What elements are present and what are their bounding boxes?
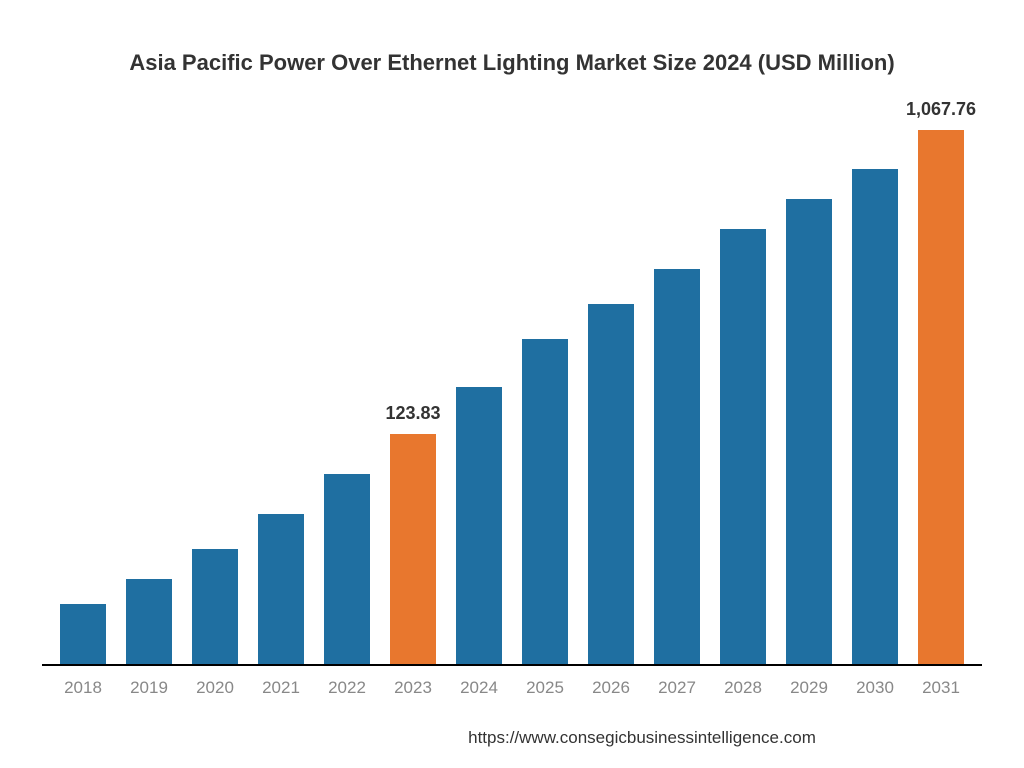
x-axis-label: 2022 bbox=[314, 678, 380, 698]
x-axis-label: 2018 bbox=[50, 678, 116, 698]
bar-slot bbox=[842, 116, 908, 664]
bar-slot bbox=[446, 116, 512, 664]
plot-area: 123.83 1,067.76 bbox=[42, 116, 982, 666]
x-axis-labels: 2018201920202021202220232024202520262027… bbox=[42, 666, 982, 698]
bar bbox=[258, 514, 304, 664]
bar bbox=[324, 474, 370, 664]
bar bbox=[852, 169, 898, 664]
bar bbox=[126, 579, 172, 664]
x-axis-label: 2029 bbox=[776, 678, 842, 698]
bar-slot bbox=[578, 116, 644, 664]
bar bbox=[786, 199, 832, 664]
bar bbox=[654, 269, 700, 664]
bar-slot bbox=[512, 116, 578, 664]
bar bbox=[192, 549, 238, 664]
bar-slot bbox=[314, 116, 380, 664]
bar-slot: 123.83 bbox=[380, 116, 446, 664]
bar bbox=[390, 434, 436, 664]
bar-slot bbox=[182, 116, 248, 664]
bar bbox=[522, 339, 568, 664]
x-axis-label: 2027 bbox=[644, 678, 710, 698]
x-axis-label: 2019 bbox=[116, 678, 182, 698]
bar-slot bbox=[50, 116, 116, 664]
bar-value-label: 123.83 bbox=[385, 403, 440, 424]
chart-container: Asia Pacific Power Over Ethernet Lightin… bbox=[0, 0, 1024, 768]
source-url: https://www.consegicbusinessintelligence… bbox=[40, 728, 984, 748]
bar bbox=[60, 604, 106, 664]
bars-group: 123.83 1,067.76 bbox=[42, 116, 982, 664]
x-axis-label: 2031 bbox=[908, 678, 974, 698]
bar bbox=[918, 130, 964, 664]
x-axis-label: 2020 bbox=[182, 678, 248, 698]
x-axis-label: 2021 bbox=[248, 678, 314, 698]
bar-slot bbox=[248, 116, 314, 664]
bar-slot bbox=[710, 116, 776, 664]
x-axis-label: 2025 bbox=[512, 678, 578, 698]
chart-title: Asia Pacific Power Over Ethernet Lightin… bbox=[40, 50, 984, 76]
bar bbox=[456, 387, 502, 665]
bar-value-label: 1,067.76 bbox=[906, 99, 976, 120]
x-axis-label: 2030 bbox=[842, 678, 908, 698]
bar-slot bbox=[116, 116, 182, 664]
x-axis-label: 2028 bbox=[710, 678, 776, 698]
bar-slot: 1,067.76 bbox=[908, 116, 974, 664]
bar-slot bbox=[776, 116, 842, 664]
bar bbox=[588, 304, 634, 664]
x-axis-label: 2024 bbox=[446, 678, 512, 698]
bar bbox=[720, 229, 766, 664]
x-axis-label: 2023 bbox=[380, 678, 446, 698]
x-axis-label: 2026 bbox=[578, 678, 644, 698]
bar-slot bbox=[644, 116, 710, 664]
